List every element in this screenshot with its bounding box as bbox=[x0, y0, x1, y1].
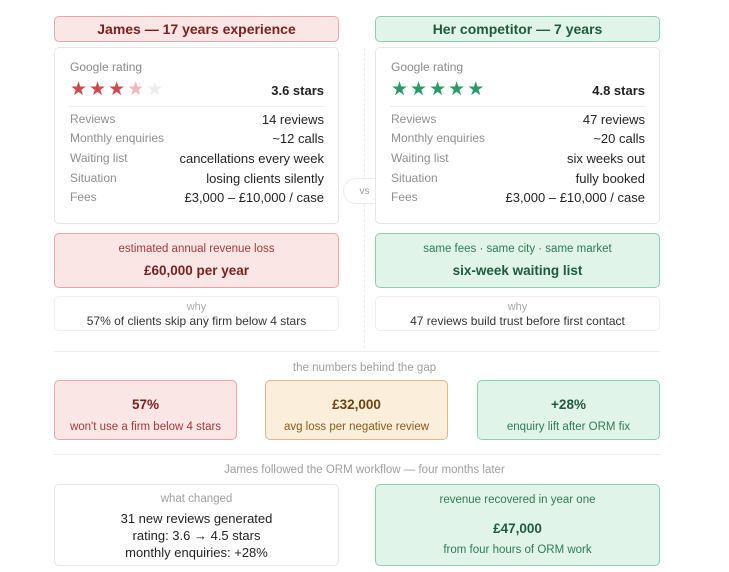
james-profile-card: Google rating ★★★★★ 3.6 stars Reviews 14… bbox=[54, 47, 339, 224]
stat-key: Fees bbox=[391, 190, 418, 204]
stat-card-amber: £32,000 avg loss per negative review bbox=[265, 380, 448, 440]
stat-key: Reviews bbox=[70, 112, 116, 126]
competitor-header-text: Her competitor — 7 years bbox=[432, 21, 603, 37]
why-text: 57% of clients skip any firm below 4 sta… bbox=[86, 314, 307, 328]
same-market-label: same fees · same city · same market bbox=[423, 243, 612, 255]
stat-value: £3,000 – £10,000 / case bbox=[184, 189, 324, 205]
what-changed-box: what changed 31 new reviews generated ra… bbox=[54, 484, 339, 566]
stat-row: Monthly enquiries ~12 calls bbox=[70, 129, 324, 147]
competitor-profile-card: Google rating ★★★★★ 4.8 stars Reviews 47… bbox=[375, 47, 660, 224]
stat-key: Monthly enquiries bbox=[70, 131, 165, 145]
stat-key: Situation bbox=[391, 171, 438, 185]
rating-label: Google rating bbox=[70, 60, 143, 74]
james-header-text: James — 17 years experience bbox=[97, 21, 296, 37]
why-label: why bbox=[186, 301, 207, 313]
why-text: 47 reviews build trust before first cont… bbox=[410, 314, 625, 328]
rating-value: 3.6 stars bbox=[271, 83, 324, 98]
star-rating: ★★★★★ bbox=[391, 80, 486, 99]
stat-value: ~12 calls bbox=[272, 130, 324, 146]
james-header: James — 17 years experience bbox=[54, 16, 339, 42]
stat-value: 14 reviews bbox=[261, 111, 324, 127]
outcome-section-title: James followed the ORM workflow — four m… bbox=[224, 464, 505, 476]
stat-card-green: +28% enquiry lift after ORM fix bbox=[477, 380, 660, 440]
stat-value: fully booked bbox=[575, 170, 645, 186]
star-icon: ★ bbox=[467, 79, 487, 100]
stat-card-value: £32,000 bbox=[332, 397, 381, 412]
stat-row: Reviews 14 reviews bbox=[70, 110, 324, 128]
stat-row: Reviews 47 reviews bbox=[391, 110, 645, 128]
stat-row: Situation losing clients silently bbox=[70, 169, 324, 187]
rating-label: Google rating bbox=[391, 60, 464, 74]
section-divider bbox=[54, 454, 660, 455]
stat-key: Waiting list bbox=[70, 151, 128, 165]
stat-card-red: 57% won't use a firm below 4 stars bbox=[54, 380, 237, 440]
vs-label: vs bbox=[359, 185, 370, 197]
stat-key: Fees bbox=[70, 190, 97, 204]
stat-value: ~20 calls bbox=[593, 130, 645, 146]
divider bbox=[69, 106, 324, 107]
what-changed-label: what changed bbox=[160, 493, 233, 505]
star-icon: ★ bbox=[70, 79, 90, 100]
stat-value: £3,000 – £10,000 / case bbox=[505, 189, 645, 205]
divider bbox=[390, 106, 645, 107]
star-icon: ★ bbox=[429, 79, 449, 100]
rating-value: 4.8 stars bbox=[592, 83, 645, 98]
waiting-list-value: six-week waiting list bbox=[452, 263, 583, 278]
competitor-header: Her competitor — 7 years bbox=[375, 16, 660, 42]
revenue-loss-label: estimated annual revenue loss bbox=[118, 243, 275, 255]
empty-star-icon: ★ bbox=[146, 79, 166, 100]
stat-key: Reviews bbox=[391, 112, 437, 126]
star-icon: ★ bbox=[89, 79, 109, 100]
why-label: why bbox=[507, 301, 528, 313]
why-box: why 57% of clients skip any firm below 4… bbox=[54, 296, 339, 331]
change-line: monthly enquiries: +28% bbox=[125, 545, 268, 560]
star-icon: ★ bbox=[410, 79, 430, 100]
revenue-recovered-label: revenue recovered in year one bbox=[439, 494, 596, 506]
stat-card-label: enquiry lift after ORM fix bbox=[506, 421, 631, 433]
star-icon: ★ bbox=[391, 79, 411, 100]
numbers-section-title: the numbers behind the gap bbox=[292, 362, 437, 374]
stat-row: Monthly enquiries ~20 calls bbox=[391, 129, 645, 147]
section-divider bbox=[54, 351, 660, 352]
stat-card-label: won't use a firm below 4 stars bbox=[69, 421, 222, 433]
stat-key: Monthly enquiries bbox=[391, 131, 486, 145]
stat-row: Fees £3,000 – £10,000 / case bbox=[391, 188, 645, 206]
stat-key: Situation bbox=[70, 171, 117, 185]
stat-card-label: avg loss per negative review bbox=[283, 421, 430, 433]
star-icon: ★ bbox=[448, 79, 468, 100]
why-box: why 47 reviews build trust before first … bbox=[375, 296, 660, 331]
half-star-icon: ★ bbox=[127, 79, 147, 100]
stat-value: losing clients silently bbox=[206, 170, 324, 186]
change-line: rating: 3.6 → 4.5 stars bbox=[132, 528, 261, 543]
stat-value: cancellations every week bbox=[179, 150, 324, 166]
stat-row: Waiting list six weeks out bbox=[391, 149, 645, 167]
revenue-loss-value: £60,000 per year bbox=[143, 263, 250, 278]
revenue-loss-box: estimated annual revenue loss £60,000 pe… bbox=[54, 233, 339, 288]
stat-row: Waiting list cancellations every week bbox=[70, 149, 324, 167]
waiting-list-box: same fees · same city · same market six-… bbox=[375, 233, 660, 288]
stat-row: Fees £3,000 – £10,000 / case bbox=[70, 188, 324, 206]
change-line: 31 new reviews generated bbox=[120, 511, 273, 526]
stat-value: 47 reviews bbox=[582, 111, 645, 127]
revenue-recovered-note: from four hours of ORM work bbox=[443, 544, 592, 556]
revenue-recovered-box: revenue recovered in year one £47,000 fr… bbox=[375, 484, 660, 566]
stat-card-value: 57% bbox=[131, 397, 160, 412]
revenue-recovered-value: £47,000 bbox=[493, 521, 542, 536]
stat-value: six weeks out bbox=[566, 150, 645, 166]
star-rating: ★★★★★ bbox=[70, 80, 165, 99]
stat-card-value: +28% bbox=[551, 397, 586, 412]
star-icon: ★ bbox=[108, 79, 128, 100]
stat-key: Waiting list bbox=[391, 151, 449, 165]
stat-row: Situation fully booked bbox=[391, 169, 645, 187]
